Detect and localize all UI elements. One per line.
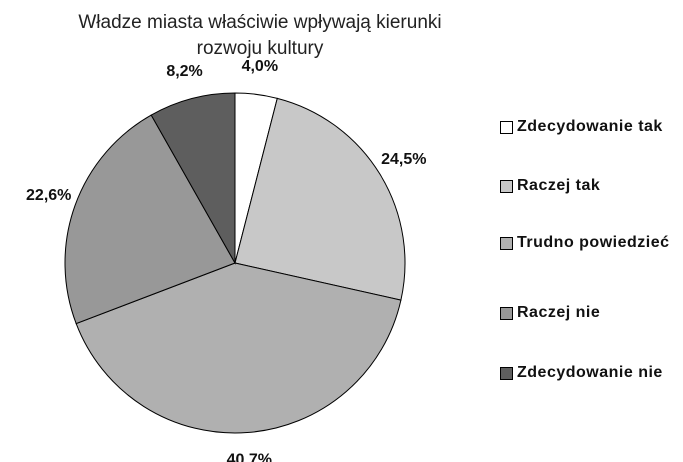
data-label: 24,5% [381, 151, 426, 168]
legend-label: Zdecydowanie tak [517, 118, 663, 135]
legend-item: Raczej nie [500, 300, 680, 326]
legend-swatch [500, 367, 513, 380]
pie-slice [150, 92, 236, 265]
legend-swatch [500, 180, 513, 193]
data-label: 8,2% [166, 63, 202, 80]
data-label: 40,7% [227, 452, 272, 462]
pie-slice [75, 262, 402, 434]
legend-item: Zdecydowanie nie [500, 360, 680, 386]
legend-label: Zdecydowanie nie [517, 364, 663, 381]
legend-label: Trudno powiedzieć [517, 234, 670, 251]
legend-item: Trudno powiedzieć [500, 230, 680, 256]
legend-label: Raczej nie [517, 304, 601, 321]
chart-title: Władze miasta właściwie wpływają kierunk… [78, 12, 442, 59]
pie-slice [64, 114, 236, 325]
legend-item: Raczej tak [500, 173, 680, 199]
legend-swatch [500, 307, 513, 320]
legend-label: Raczej tak [517, 177, 601, 194]
legend-item: Zdecydowanie tak [500, 114, 680, 140]
data-label: 22,6% [26, 187, 71, 204]
legend-swatch [500, 121, 513, 134]
legend-swatch [500, 237, 513, 250]
pie-slice [234, 97, 406, 301]
data-label: 4,0% [242, 58, 278, 75]
